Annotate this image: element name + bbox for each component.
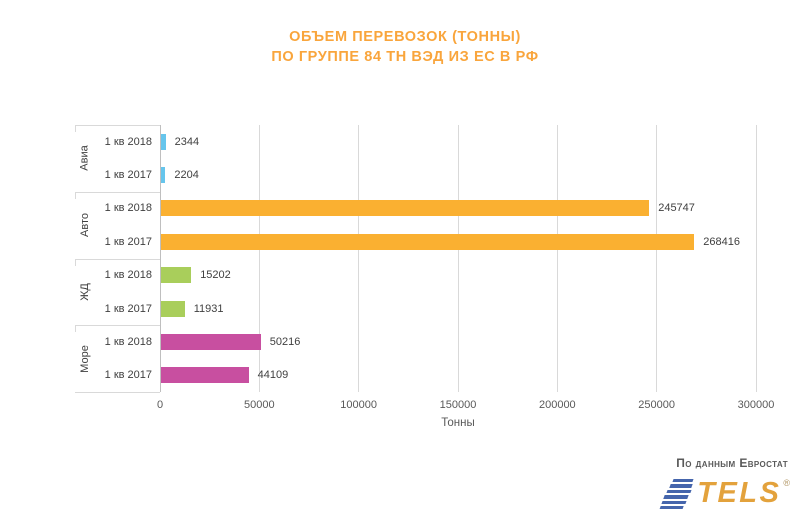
- gridline: [755, 125, 757, 392]
- bar-value-label: 44109: [257, 369, 289, 382]
- group-label-text: Авиа: [79, 145, 92, 172]
- category-label: 1 кв 2017: [104, 235, 152, 248]
- group-separator-tick: [75, 191, 76, 199]
- bar: [161, 333, 261, 350]
- x-axis-title: Тонны: [441, 417, 475, 429]
- gridline: [656, 125, 658, 392]
- category-label: 1 кв 2018: [104, 335, 152, 348]
- group-separator: [75, 125, 160, 126]
- chart-title-line2: ПО ГРУППЕ 84 ТН ВЭД ИЗ ЕС В РФ: [271, 49, 539, 65]
- x-tick-label: 200000: [538, 399, 576, 411]
- x-tick-label: 100000: [340, 399, 378, 411]
- tels-logo-text: TELS: [697, 477, 782, 510]
- group-label: Авто: [75, 192, 95, 259]
- gridline: [358, 125, 360, 392]
- bar-value-label: 268416: [703, 235, 740, 248]
- bar-value-label: 245747: [658, 202, 695, 215]
- group-separator-tick: [75, 125, 76, 132]
- data-source-label: По данным Евростат: [676, 456, 788, 470]
- group-separator: [75, 392, 160, 393]
- category-label: 1 кв 2017: [104, 302, 152, 315]
- group-label: Авиа: [75, 125, 95, 192]
- gridline: [556, 125, 558, 392]
- group-label-text: Авто: [79, 213, 92, 238]
- group-label: Море: [75, 325, 95, 392]
- bar: [161, 267, 192, 284]
- gridline: [258, 125, 260, 392]
- group-label: ЖД: [75, 259, 95, 326]
- tels-logo: TELS ®: [600, 477, 790, 510]
- bar: [161, 200, 650, 217]
- category-label: 1 кв 2017: [104, 369, 152, 382]
- category-label: 1 кв 2018: [104, 135, 152, 148]
- category-label: 1 кв 2018: [104, 202, 152, 215]
- footer: По данным Евростат TELS ®: [600, 456, 790, 510]
- tels-stripes-icon: [659, 479, 696, 510]
- gridline: [457, 125, 459, 392]
- x-tick-label: 300000: [737, 399, 775, 411]
- bar: [161, 167, 166, 184]
- chart-title-line1: ОБЪЕМ ПЕРЕВОЗОК (ТОННЫ): [289, 29, 521, 45]
- group-separator: [75, 258, 160, 260]
- bar: [161, 300, 185, 317]
- bar: [161, 367, 249, 384]
- bar-value-label: 11931: [193, 302, 224, 315]
- group-label-text: ЖД: [78, 283, 91, 301]
- group-separator: [75, 191, 160, 193]
- y-axis-line: [159, 125, 161, 392]
- group-separator-tick: [75, 325, 76, 333]
- x-tick-label: 50000: [244, 399, 275, 411]
- category-label: 1 кв 2017: [104, 169, 152, 182]
- bar-value-label: 2344: [174, 135, 200, 148]
- category-label: 1 кв 2018: [104, 269, 152, 282]
- bar: [161, 233, 695, 250]
- bar: [161, 133, 166, 150]
- x-tick-label: 250000: [638, 399, 676, 411]
- bar-value-label: 15202: [200, 269, 231, 282]
- group-label-text: Море: [79, 344, 92, 373]
- x-tick-label: 0: [156, 399, 164, 411]
- group-separator: [75, 325, 160, 327]
- group-separator-tick: [75, 258, 76, 266]
- x-tick-label: 150000: [439, 399, 477, 411]
- bar-value-label: 2204: [174, 169, 199, 182]
- chart-title: ОБЪЕМ ПЕРЕВОЗОК (ТОННЫ) ПО ГРУППЕ 84 ТН …: [0, 27, 810, 67]
- registered-trademark-icon: ®: [783, 478, 790, 488]
- bar-value-label: 50216: [269, 335, 301, 348]
